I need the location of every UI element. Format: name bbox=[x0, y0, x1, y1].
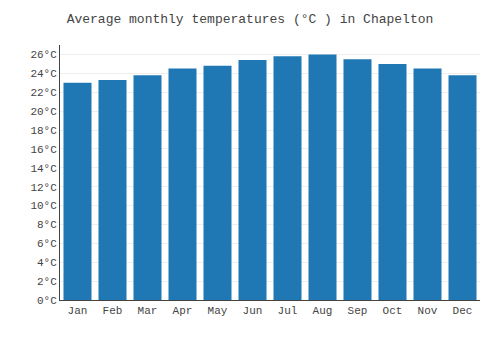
svg-text:0°C: 0°C bbox=[37, 295, 57, 307]
svg-text:16°C: 16°C bbox=[30, 144, 57, 156]
svg-text:2°C: 2°C bbox=[37, 276, 57, 288]
svg-text:Jun: Jun bbox=[243, 305, 263, 317]
svg-text:May: May bbox=[208, 305, 228, 317]
svg-text:Sep: Sep bbox=[348, 305, 368, 317]
svg-text:Apr: Apr bbox=[173, 305, 193, 317]
svg-text:Nov: Nov bbox=[418, 305, 438, 317]
svg-text:26°C: 26°C bbox=[30, 49, 57, 61]
svg-text:Feb: Feb bbox=[103, 305, 123, 317]
svg-text:Average monthly temperatures (: Average monthly temperatures (°C ) in Ch… bbox=[67, 12, 434, 27]
svg-text:6°C: 6°C bbox=[37, 238, 57, 250]
svg-text:22°C: 22°C bbox=[30, 87, 57, 99]
svg-text:12°C: 12°C bbox=[30, 182, 57, 194]
svg-text:8°C: 8°C bbox=[37, 219, 57, 231]
svg-text:Mar: Mar bbox=[138, 305, 158, 317]
svg-text:Oct: Oct bbox=[383, 305, 403, 317]
svg-text:Aug: Aug bbox=[313, 305, 333, 317]
svg-text:Jan: Jan bbox=[68, 305, 88, 317]
svg-text:24°C: 24°C bbox=[30, 68, 57, 80]
svg-text:14°C: 14°C bbox=[30, 163, 57, 175]
svg-text:Jul: Jul bbox=[278, 305, 298, 317]
svg-text:10°C: 10°C bbox=[30, 200, 57, 212]
svg-text:20°C: 20°C bbox=[30, 106, 57, 118]
svg-text:4°C: 4°C bbox=[37, 257, 57, 269]
svg-text:18°C: 18°C bbox=[30, 125, 57, 137]
svg-text:Dec: Dec bbox=[453, 305, 473, 317]
